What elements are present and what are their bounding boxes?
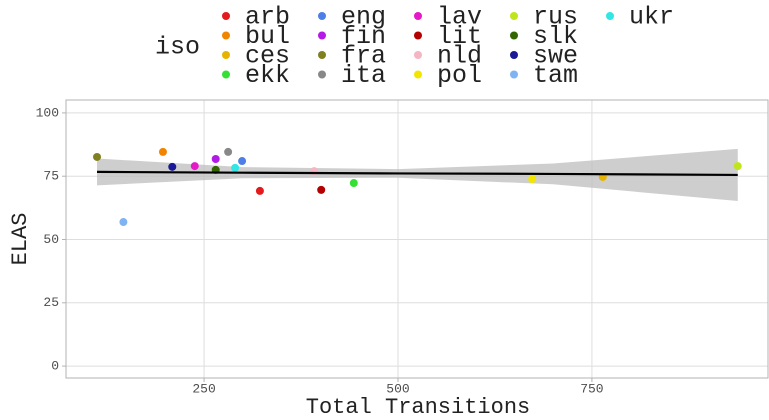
point (168, 162, 177, 171)
point (93, 152, 102, 161)
point (224, 147, 233, 156)
legend-label: fra (341, 42, 386, 71)
legend-key (318, 12, 326, 20)
point (528, 174, 537, 183)
y-tick-label: 25 (43, 295, 59, 310)
point (238, 157, 247, 166)
legend-key (318, 51, 326, 59)
legend-label: bul (245, 22, 290, 51)
legend-key (606, 12, 614, 20)
point (733, 162, 742, 171)
y-tick-label: 75 (43, 169, 59, 184)
legend-key (318, 70, 326, 79)
legend-key (222, 12, 230, 20)
legend-key (510, 12, 518, 20)
legend-label: rus (533, 3, 578, 32)
legend-label: eng (341, 3, 386, 32)
legend-key (510, 31, 518, 40)
legend-key (510, 51, 518, 59)
y-tick-label: 100 (36, 105, 59, 120)
legend-label: slk (533, 22, 578, 51)
x-tick-label: 750 (580, 381, 603, 396)
legend-label: arb (245, 3, 290, 32)
legend-key (414, 12, 422, 20)
point (255, 186, 264, 195)
legend-key (414, 51, 422, 59)
legend-label: ukr (629, 3, 674, 32)
panel-border (65, 99, 769, 379)
point (317, 185, 326, 194)
point (231, 163, 240, 172)
legend-key (414, 70, 422, 79)
legend-label: nld (437, 42, 482, 71)
point (119, 218, 128, 227)
point (190, 162, 199, 171)
y-axis-title: ELAS (8, 213, 33, 266)
y-tick-label: 50 (43, 232, 59, 247)
legend-key (222, 70, 230, 79)
point (158, 147, 167, 156)
x-tick-label: 250 (192, 381, 215, 396)
legend-label: swe (533, 42, 578, 71)
regression-line (97, 170, 738, 177)
legend-key (222, 31, 230, 40)
y-tick-label: 0 (51, 359, 59, 374)
confidence-band (97, 148, 738, 202)
legend-label: ita (341, 61, 386, 90)
panel (66, 100, 768, 378)
point (211, 154, 220, 163)
legend-label: lit (437, 22, 482, 51)
legend-key (318, 31, 326, 40)
legend-label: tam (533, 61, 578, 90)
legend-label: pol (437, 61, 482, 90)
x-tick-label: 500 (386, 381, 409, 396)
legend-title: iso (155, 33, 200, 62)
legend-key (414, 31, 422, 40)
x-axis-title: Total Transitions (306, 395, 530, 420)
legend-key (510, 70, 518, 79)
legend-label: ces (245, 42, 290, 71)
legend-label: ekk (245, 61, 290, 90)
legend-label: fin (341, 22, 386, 51)
legend-label: lav (437, 3, 482, 32)
point (349, 179, 358, 188)
legend-key (222, 51, 230, 59)
